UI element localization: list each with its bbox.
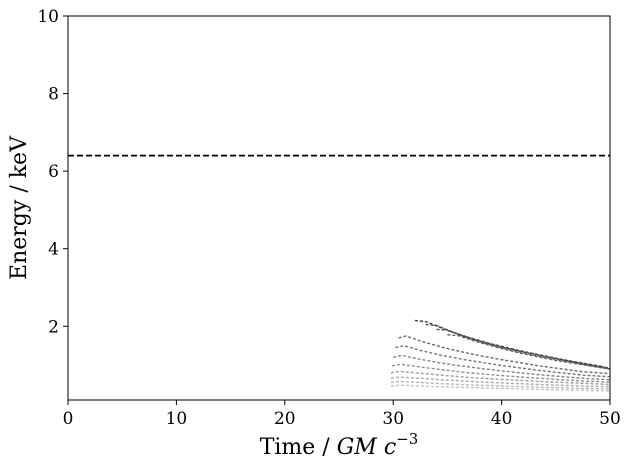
y-tick-label: 10: [37, 7, 59, 27]
series-line-9: [390, 370, 611, 386]
plot-frame: [67, 15, 611, 401]
x-tick-label: 20: [274, 409, 296, 429]
x-tick-label: 30: [382, 409, 404, 429]
series-line-6: [395, 344, 611, 378]
x-tick-label: 40: [491, 409, 513, 429]
x-axis-title-math: GM c: [337, 435, 396, 460]
series-layer: [390, 319, 611, 392]
series-line-1: [414, 319, 605, 368]
series-line-8: [391, 363, 611, 383]
series-line-10: [390, 376, 611, 388]
y-axis-ticks: 2 4 6 8 10: [37, 7, 68, 337]
series-line-7: [393, 354, 611, 381]
x-tick-label: 10: [166, 409, 188, 429]
y-tick-label: 2: [48, 317, 59, 337]
series-line-2: [425, 323, 611, 369]
y-tick-label: 8: [48, 85, 59, 105]
x-axis-ticks: 0 10 20 30 40 50: [63, 400, 621, 429]
x-axis-title: Time / GM c−3: [260, 430, 419, 460]
plot-background: [68, 16, 610, 400]
x-axis-title-exponent: −3: [396, 430, 418, 448]
series-line-12: [390, 384, 611, 392]
series-line-5: [398, 335, 611, 375]
y-axis-title: Energy / keV: [7, 135, 32, 280]
x-tick-label: 50: [599, 409, 621, 429]
series-line-11: [390, 380, 611, 390]
y-tick-label: 6: [48, 162, 59, 182]
x-axis-title-text: Time /: [260, 435, 337, 460]
y-tick-label: 4: [48, 240, 59, 260]
x-tick-label: 0: [63, 409, 74, 429]
